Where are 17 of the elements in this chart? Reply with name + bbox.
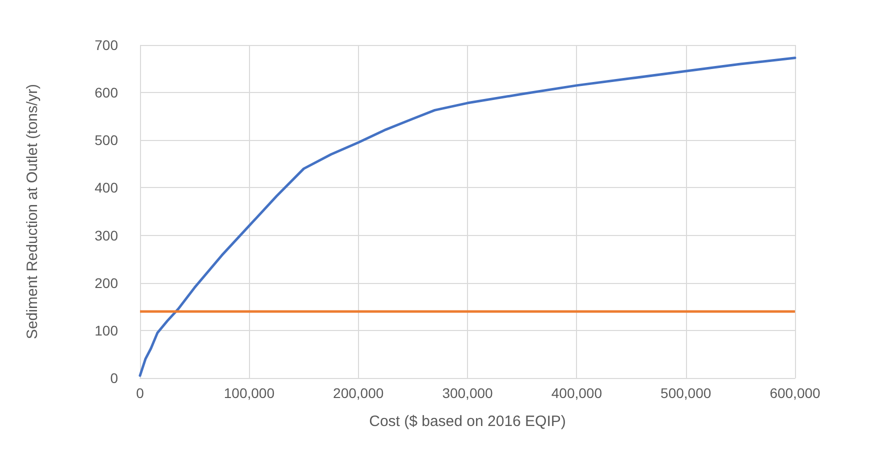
y-tick-label: 200 <box>94 274 118 291</box>
x-tick-label: 200,000 <box>333 385 384 401</box>
y-tick-label: 600 <box>94 84 118 101</box>
y-tick-label: 400 <box>94 180 118 196</box>
x-tick-label: 300,000 <box>442 385 494 401</box>
x-tick-label: 500,000 <box>660 385 712 401</box>
y-tick-label: 700 <box>94 37 118 53</box>
y-tick-label: 300 <box>94 227 118 244</box>
y-tick-label: 0 <box>110 370 118 386</box>
x-axis-title: Cost ($ based on 2016 EQIP) <box>369 413 566 430</box>
x-tick-label: 600,000 <box>770 385 821 401</box>
x-tick-label: 400,000 <box>551 385 602 401</box>
x-tick-label: 100,000 <box>224 385 275 401</box>
x-tick-label: 0 <box>136 385 144 401</box>
y-tick-label: 100 <box>94 322 118 338</box>
y-tick-label: 500 <box>94 132 118 148</box>
y-axis-title: Sediment Reduction at Outlet (tons/yr) <box>24 84 41 340</box>
